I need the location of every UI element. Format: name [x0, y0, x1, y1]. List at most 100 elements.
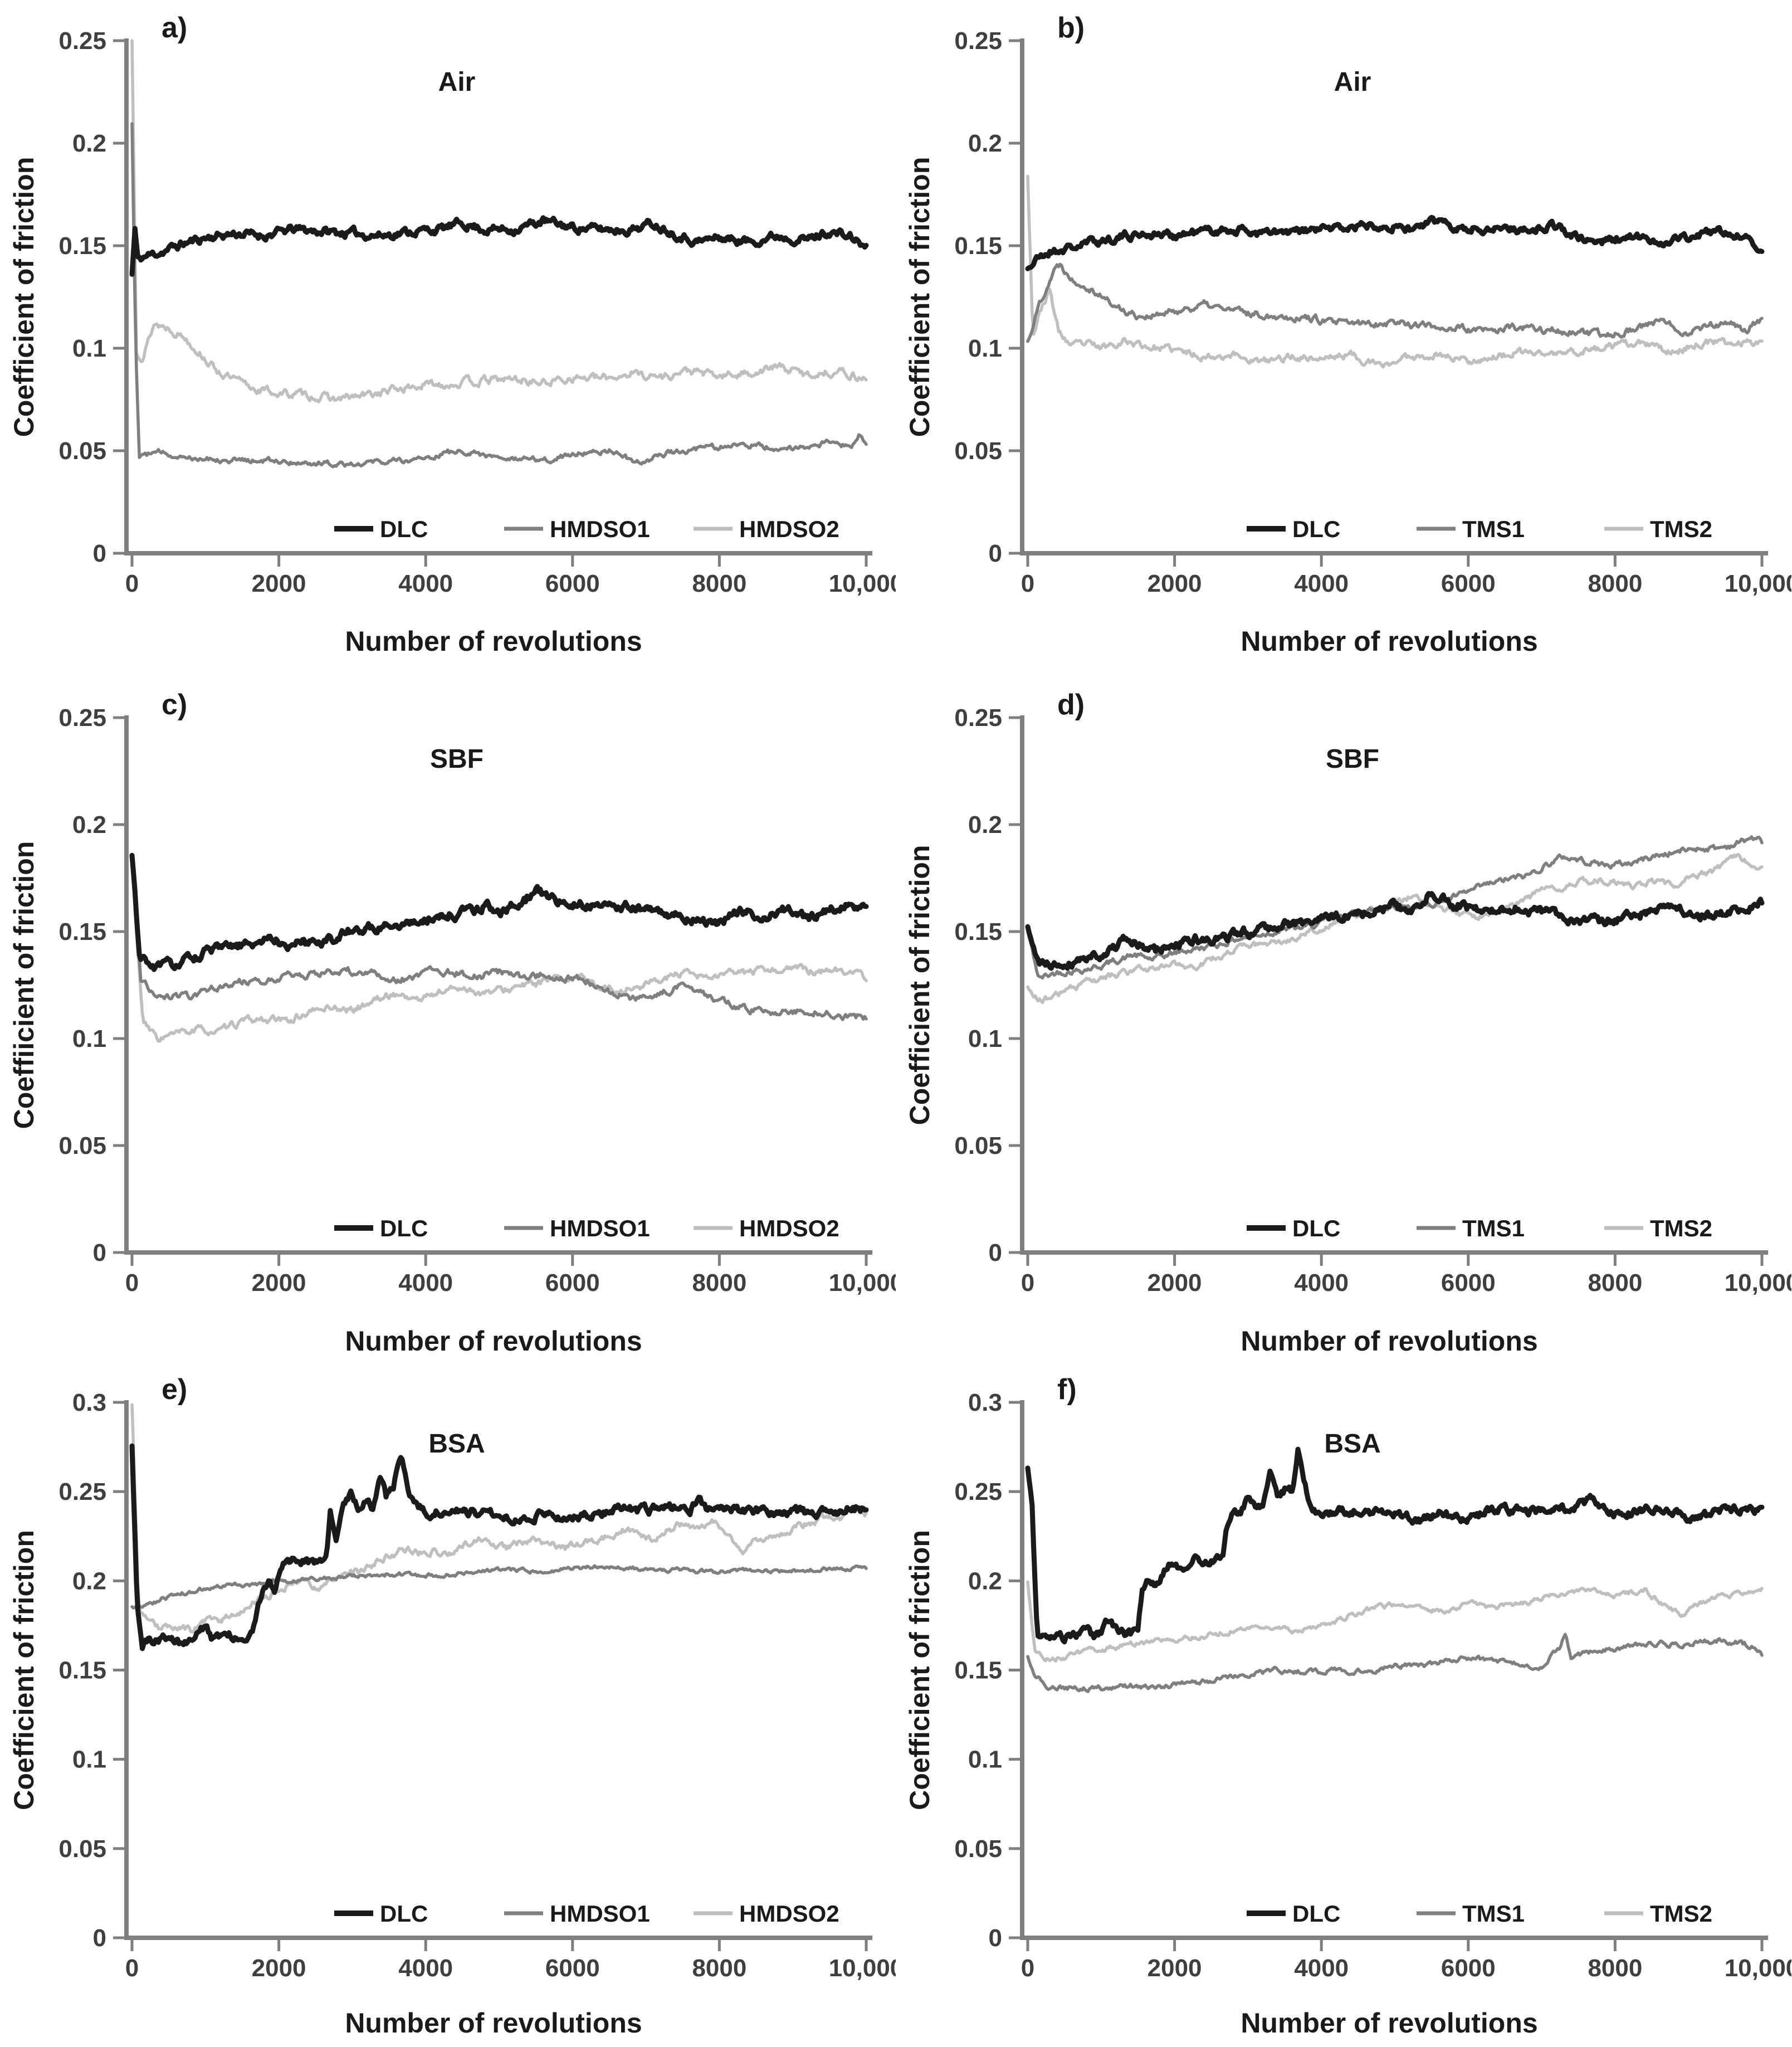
x-axis-title: Number of revolutions: [1241, 2007, 1537, 2039]
y-axis-title: Coeffiicient of friction: [8, 841, 40, 1129]
x-axis-title: Number of revolutions: [1241, 626, 1537, 657]
y-tick-label: 0.15: [954, 1657, 1002, 1684]
y-tick-label: 0.2: [72, 130, 106, 157]
x-axis-title: Number of revolutions: [345, 2007, 642, 2039]
legend-item-TMS2: TMS2: [1604, 516, 1712, 542]
panel-e: 0 0.05 0.1 0.15 0.2 0.25 0.3 0 2000 4000 6000 8000 1…: [0, 1365, 896, 2047]
y-tick-label: 0.2: [72, 811, 106, 839]
series-line-TMS2: [1026, 852, 1764, 1005]
y-tick-label: 0: [989, 1239, 1002, 1266]
legend-label-DLC: DLC: [1292, 1215, 1340, 1241]
x-tick-label: 4000: [398, 1269, 453, 1297]
x-axis-title: Number of revolutions: [1241, 1325, 1537, 1357]
y-tick-label: 0.05: [58, 437, 106, 465]
series-line-TMS1: [1026, 1632, 1764, 1693]
legend: DLC HMDSO1 HMDSO2: [334, 1215, 839, 1241]
x-tick-label: 8000: [1588, 570, 1642, 597]
y-tick-label: 0: [93, 540, 106, 567]
x-tick-label: 4000: [1294, 570, 1349, 597]
chart-a-svg: 0 0.05 0.1 0.15 0.2 0.25 0 2000 4000 6000 8000 10,0…: [8, 12, 896, 657]
series-line-DLC: [1025, 215, 1765, 271]
y-tick-label: 0.25: [58, 704, 106, 732]
series-line-HMDSO1: [130, 122, 868, 469]
legend-item-DLC: DLC: [1247, 516, 1340, 542]
y-tick-label: 0.25: [954, 1478, 1002, 1505]
series-line-DLC: [1025, 1446, 1765, 1645]
series-line-TMS2: [1026, 1580, 1764, 1663]
y-tick-label: 0.25: [58, 1478, 106, 1505]
chart-f-svg: 0 0.05 0.1 0.15 0.2 0.25 0.3 0 2000 4000 6000 8000 1…: [904, 1373, 1791, 2039]
x-tick-label: 10,000: [829, 1955, 896, 1982]
x-axis-title: Number of revolutions: [345, 1325, 642, 1357]
y-tick-label: 0.1: [968, 1025, 1002, 1052]
legend-label-HMDSO1: HMDSO1: [550, 1900, 650, 1927]
y-axis-title: Coefficient of friction: [8, 1530, 40, 1810]
x-tick-label: 6000: [1441, 1955, 1496, 1982]
y-tick-label: 0.15: [58, 918, 106, 945]
legend-item-HMDSO2: HMDSO2: [694, 1900, 839, 1927]
y-tick-label: 0.05: [58, 1835, 106, 1863]
x-tick-label: 8000: [692, 1269, 746, 1297]
legend-item-HMDSO1: HMDSO1: [504, 516, 650, 542]
legend-item-TMS2: TMS2: [1604, 1215, 1712, 1241]
series-line-TMS1: [1026, 835, 1764, 980]
x-tick-label: 8000: [692, 570, 746, 597]
x-tick-label: 0: [125, 570, 139, 597]
legend-label-DLC: DLC: [1292, 516, 1340, 542]
panel-title: BSA: [1324, 1429, 1380, 1459]
panel-title: Air: [438, 67, 476, 97]
x-tick-label: 2000: [1148, 1955, 1202, 1982]
panel-b: 0 0.05 0.1 0.15 0.2 0.25 0 2000 4000 6000 8000 10,0…: [896, 0, 1792, 669]
x-tick-label: 4000: [1294, 1269, 1349, 1297]
legend-label-HMDSO2: HMDSO2: [739, 1900, 839, 1927]
y-tick-label: 0: [93, 1924, 106, 1952]
panel-title: Air: [1334, 67, 1371, 97]
legend-item-DLC: DLC: [1247, 1900, 1340, 1927]
x-tick-label: 4000: [1294, 1955, 1349, 1982]
chart-e-svg: 0 0.05 0.1 0.15 0.2 0.25 0.3 0 2000 4000 6000 8000 1…: [8, 1373, 896, 2039]
panel-title: BSA: [428, 1429, 485, 1459]
y-tick-label: 0.25: [954, 27, 1002, 55]
legend-item-DLC: DLC: [334, 1215, 428, 1241]
series-line-HMDSO1: [130, 860, 868, 1021]
y-tick-label: 0.3: [72, 1389, 106, 1416]
y-axis-title: Coefficient of friction: [904, 157, 935, 437]
legend-label-HMDSO1: HMDSO1: [550, 516, 650, 542]
x-tick-label: 2000: [252, 1955, 306, 1982]
x-tick-label: 6000: [1441, 1269, 1496, 1297]
x-tick-label: 10,000: [829, 1269, 896, 1297]
y-tick-label: 0.2: [72, 1567, 106, 1595]
x-tick-label: 8000: [692, 1955, 746, 1982]
legend-label-DLC: DLC: [380, 1215, 428, 1241]
y-tick-label: 0.1: [72, 335, 106, 362]
y-tick-label: 0.2: [968, 1567, 1002, 1595]
x-tick-label: 10,000: [829, 570, 896, 597]
y-axis-title: Coefficient of friction: [8, 157, 40, 437]
panel-letter: b): [1057, 12, 1085, 44]
x-tick-label: 6000: [545, 1955, 600, 1982]
x-tick-label: 8000: [1588, 1269, 1642, 1297]
legend-item-TMS1: TMS1: [1417, 516, 1525, 542]
y-tick-label: 0.05: [58, 1132, 106, 1159]
legend: DLC TMS1 TMS2: [1247, 516, 1712, 542]
panel-letter: e): [162, 1373, 187, 1406]
y-tick-label: 0.05: [954, 1132, 1002, 1159]
legend-item-DLC: DLC: [334, 1900, 428, 1927]
legend-label-TMS2: TMS2: [1650, 1900, 1712, 1927]
y-tick-label: 0.2: [968, 130, 1002, 157]
legend-label-TMS2: TMS2: [1650, 1215, 1712, 1241]
legend-label-TMS1: TMS1: [1462, 516, 1525, 542]
y-tick-label: 0.25: [58, 27, 106, 55]
panel-f: 0 0.05 0.1 0.15 0.2 0.25 0.3 0 2000 4000 6000 8000 1…: [896, 1365, 1792, 2047]
legend-label-TMS1: TMS1: [1462, 1900, 1525, 1927]
legend-item-HMDSO2: HMDSO2: [694, 516, 839, 542]
legend-label-DLC: DLC: [380, 516, 428, 542]
x-tick-label: 6000: [545, 570, 600, 597]
x-tick-label: 2000: [1148, 1269, 1202, 1297]
legend-label-TMS1: TMS1: [1462, 1215, 1525, 1241]
panel-title: SBF: [430, 744, 484, 774]
legend-label-DLC: DLC: [380, 1900, 428, 1927]
x-tick-label: 6000: [1441, 570, 1496, 597]
x-tick-label: 0: [1021, 1269, 1034, 1297]
